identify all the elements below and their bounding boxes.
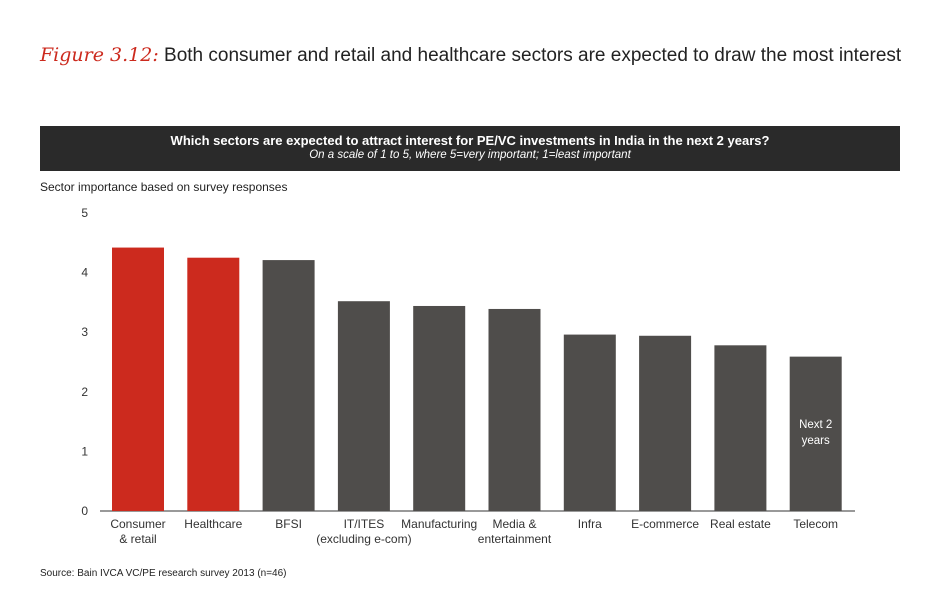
bar bbox=[639, 335, 692, 511]
figure-title: Figure 3.12: Both consumer and retail an… bbox=[40, 44, 901, 67]
x-tick-label: Real estate bbox=[710, 517, 771, 531]
bar bbox=[563, 334, 616, 511]
x-tick-label: Manufacturing bbox=[401, 517, 477, 531]
y-axis-label: Sector importance based on survey respon… bbox=[40, 180, 288, 194]
bar-annotation: Next 2 years bbox=[790, 417, 842, 449]
x-tick-label: IT/ITES (excluding e-com) bbox=[316, 517, 411, 546]
x-tick-label: Telecom bbox=[793, 517, 838, 531]
x-tick-label: Healthcare bbox=[184, 517, 242, 531]
x-tick-label: E-commerce bbox=[631, 517, 699, 531]
bar bbox=[488, 308, 541, 511]
y-tick-label: 1 bbox=[81, 444, 88, 458]
source-note: Source: Bain IVCA VC/PE research survey … bbox=[40, 568, 287, 579]
y-tick-label: 2 bbox=[81, 385, 88, 399]
question-banner: Which sectors are expected to attract in… bbox=[40, 126, 900, 171]
bar bbox=[337, 301, 390, 511]
bar bbox=[413, 305, 466, 511]
figure-caption: Both consumer and retail and healthcare … bbox=[164, 45, 902, 66]
bar bbox=[714, 345, 767, 511]
bar bbox=[112, 247, 164, 511]
y-tick-label: 0 bbox=[81, 504, 88, 518]
banner-question: Which sectors are expected to attract in… bbox=[170, 133, 770, 148]
x-tick-label: Consumer & retail bbox=[110, 517, 165, 546]
figure-number: Figure 3.12: bbox=[40, 44, 159, 66]
annotation-line-2: years bbox=[801, 435, 830, 447]
y-tick-label: 5 bbox=[81, 206, 88, 220]
y-tick-label: 3 bbox=[81, 325, 88, 339]
y-tick-label: 4 bbox=[81, 266, 88, 280]
x-tick-label: Infra bbox=[578, 517, 602, 531]
annotation-line-1: Next 2 bbox=[799, 419, 833, 431]
x-tick-label: BFSI bbox=[275, 517, 302, 531]
bar bbox=[262, 260, 315, 511]
banner-subtitle: On a scale of 1 to 5, where 5=very impor… bbox=[309, 149, 631, 161]
bar bbox=[789, 356, 842, 511]
x-tick-label: Media & entertainment bbox=[478, 517, 552, 546]
bar bbox=[187, 257, 240, 511]
